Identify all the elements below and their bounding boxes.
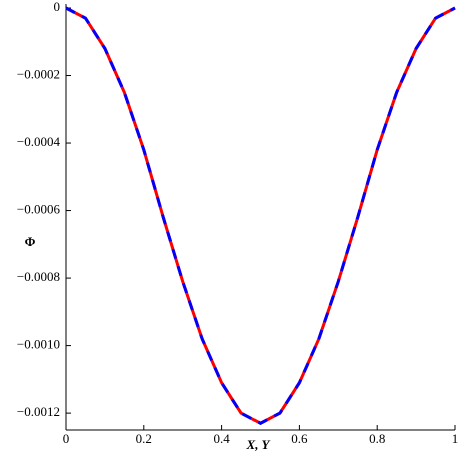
x-tick-label: 0.2 — [136, 431, 152, 446]
data-line — [65, 6, 456, 425]
data-line — [65, 6, 456, 425]
x-tick-label: 0.8 — [369, 431, 385, 446]
x-tick-label: 1 — [452, 431, 459, 446]
y-axis-label: Φ — [25, 234, 36, 249]
x-tick-label: 0.6 — [291, 431, 308, 446]
x-axis-label: X, Y — [246, 437, 271, 452]
y-tick-label: −0.0004 — [17, 134, 61, 149]
x-tick-label: 0.4 — [213, 431, 230, 446]
y-tick-label: −0.0010 — [17, 337, 60, 352]
y-tick-label: −0.0006 — [17, 202, 61, 217]
y-tick-label: −0.0008 — [17, 269, 60, 284]
x-tick-label: 0 — [63, 431, 70, 446]
y-tick-label: −0.0002 — [17, 67, 60, 82]
y-tick-label: −0.0012 — [17, 404, 60, 419]
y-tick-label: 0 — [54, 0, 61, 14]
